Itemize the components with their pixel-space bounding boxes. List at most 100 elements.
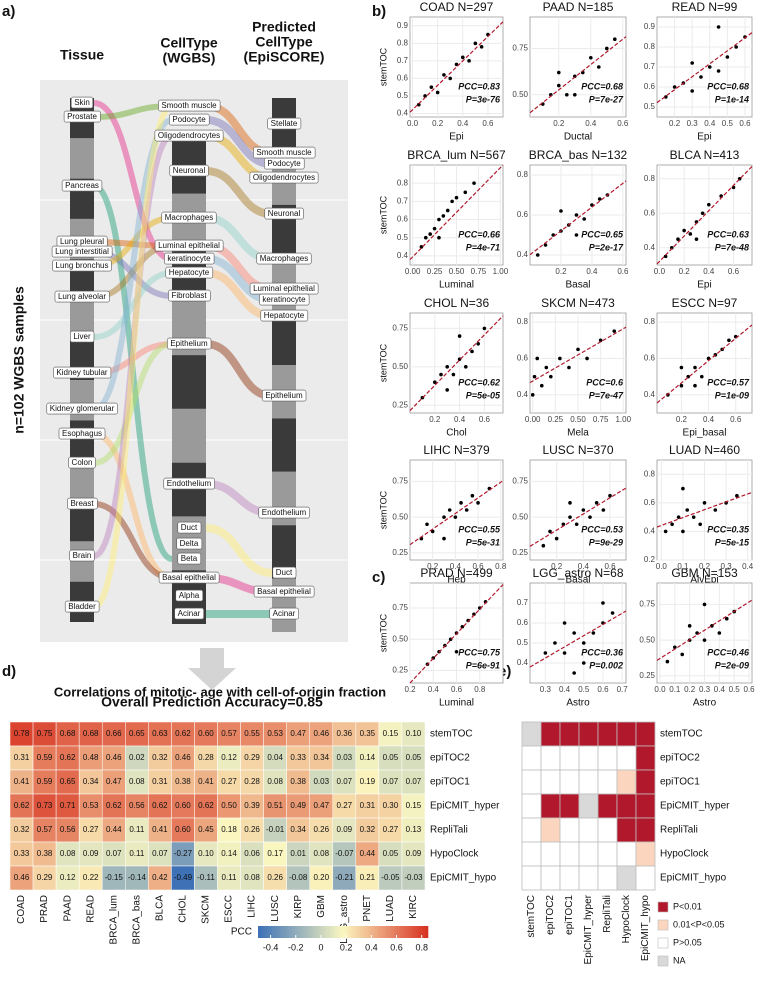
colorbar-step: [348, 926, 352, 938]
cell-label: 0.14: [221, 849, 237, 858]
colorbar-step: [297, 926, 301, 938]
point: [594, 501, 599, 505]
x-tick-label: 0.50: [570, 415, 586, 424]
y-tick-label: 0.5: [644, 102, 656, 111]
cell-label: 0.59: [37, 753, 53, 762]
node-label: Oligodendrocytes: [253, 173, 315, 182]
x-tick-label: 0.0: [407, 119, 419, 128]
x-tick-label: 0.7: [617, 685, 629, 694]
node-box: [63, 110, 101, 123]
point: [665, 659, 670, 664]
legend-label: P>0.05: [673, 937, 702, 947]
point: [698, 522, 702, 527]
x-axis-label: Epi: [697, 280, 711, 291]
point: [428, 232, 432, 236]
point: [454, 649, 459, 654]
y-tick-label: 0.4: [517, 250, 529, 259]
point: [423, 94, 427, 98]
significance-cell: [559, 745, 580, 771]
point: [572, 671, 576, 675]
row-label: epiTOC2: [430, 753, 470, 764]
p-label: P=5e-31: [466, 537, 500, 547]
node-label: Macrophages: [165, 213, 213, 222]
node-label: Luminal epithelial: [253, 284, 315, 293]
colorbar-step: [286, 926, 290, 938]
trend-line: [529, 326, 627, 384]
node-label: Esophagus: [62, 429, 102, 438]
cell-label: 0.12: [221, 753, 237, 762]
point: [699, 374, 704, 379]
colorbar-step: [411, 926, 415, 938]
point: [735, 493, 739, 498]
cell-label: 0.51: [267, 801, 283, 810]
x-tick-label: 0.6: [739, 119, 751, 128]
significance-cell: [578, 745, 599, 771]
x-tick-label: 0.25: [548, 415, 564, 424]
node-box: [61, 179, 103, 192]
significance-cell: [635, 817, 656, 843]
point: [581, 641, 586, 645]
node-label: keratinocyte: [167, 254, 211, 263]
x-tick-label: 0.4: [714, 685, 726, 694]
row-label: epiTOC1: [660, 777, 700, 788]
point: [568, 501, 572, 505]
node-box: [70, 330, 95, 343]
colorbar-step: [292, 926, 296, 938]
panel-label: a): [2, 3, 15, 20]
colorbar-step: [357, 926, 361, 938]
point: [691, 515, 696, 519]
colorbar-tick-label: 0.6: [390, 942, 403, 952]
colorbar-step: [289, 926, 293, 938]
point: [457, 357, 462, 361]
row-label: EpiCMIT_hypo: [660, 873, 727, 884]
cell-label: 0.39: [244, 801, 260, 810]
node-label: Podocyte: [267, 159, 301, 168]
panel-title: GBM N=153: [671, 566, 738, 580]
colorbar-step: [394, 926, 398, 938]
p-label: P=6e-91: [466, 660, 500, 670]
point: [439, 372, 443, 377]
cell-label: 0.09: [406, 849, 422, 858]
node-label: Acinar: [178, 609, 201, 618]
column-title: (WGBS): [163, 50, 216, 66]
cell-label: 0.32: [152, 753, 168, 762]
panel-title: LUAD N=460: [669, 443, 740, 457]
node-box: [169, 164, 209, 177]
point: [598, 338, 603, 343]
trend-line: [529, 36, 627, 114]
column-label: KIRP: [293, 895, 304, 919]
node-box: [169, 113, 210, 126]
node-box: [177, 521, 202, 534]
cell-label: 0.68: [83, 729, 99, 738]
cell-label: 0.30: [383, 801, 399, 810]
colorbar-step: [377, 926, 381, 938]
point: [670, 522, 674, 527]
x-axis-label: Hep: [447, 575, 466, 586]
cell-label: -0.01: [266, 825, 285, 834]
cell-label: 0.14: [360, 753, 376, 762]
cell-label: 0.47: [106, 777, 122, 786]
point: [688, 232, 693, 236]
cell-label: 0.07: [106, 849, 122, 858]
node-label: Acinar: [273, 609, 296, 618]
point: [430, 529, 435, 534]
node-box: [46, 402, 118, 415]
y-tick-label: 0.8: [644, 174, 656, 183]
x-axis-label: Astro: [693, 698, 717, 709]
x-axis-label: Basal: [565, 280, 590, 291]
x-axis-label: Luminal: [439, 280, 474, 291]
x-tick-label: 0.5: [578, 685, 590, 694]
pcc-label: PCC=0.35: [707, 524, 750, 534]
x-tick-label: 0.75: [593, 415, 609, 424]
heatmap-title: Correlations of mitotic- age with cell-o…: [54, 684, 386, 699]
cell-label: 0.42: [152, 873, 168, 882]
point: [448, 76, 453, 81]
node-box: [165, 266, 214, 279]
significance-cell: [540, 841, 561, 867]
significance-cell: [578, 769, 599, 795]
significance-cell: [578, 865, 599, 891]
significance-cell: [521, 817, 542, 843]
colorbar-step: [294, 926, 298, 938]
point: [453, 515, 458, 519]
cell-label: 0.07: [152, 849, 168, 858]
